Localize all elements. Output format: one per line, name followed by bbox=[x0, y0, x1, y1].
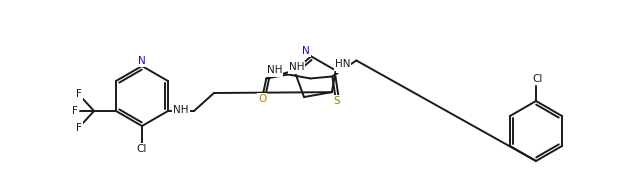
Text: Cl: Cl bbox=[137, 144, 147, 154]
Text: NH: NH bbox=[173, 105, 188, 115]
Text: F: F bbox=[72, 106, 78, 116]
Text: NH: NH bbox=[289, 63, 304, 73]
Text: F: F bbox=[76, 89, 82, 99]
Text: N: N bbox=[138, 56, 146, 66]
Text: S: S bbox=[333, 96, 340, 107]
Text: N: N bbox=[302, 46, 310, 56]
Text: F: F bbox=[76, 123, 82, 133]
Text: O: O bbox=[337, 62, 345, 71]
Text: HN: HN bbox=[334, 59, 350, 69]
Text: Cl: Cl bbox=[533, 74, 543, 84]
Text: NH: NH bbox=[267, 65, 282, 75]
Text: O: O bbox=[258, 95, 267, 104]
